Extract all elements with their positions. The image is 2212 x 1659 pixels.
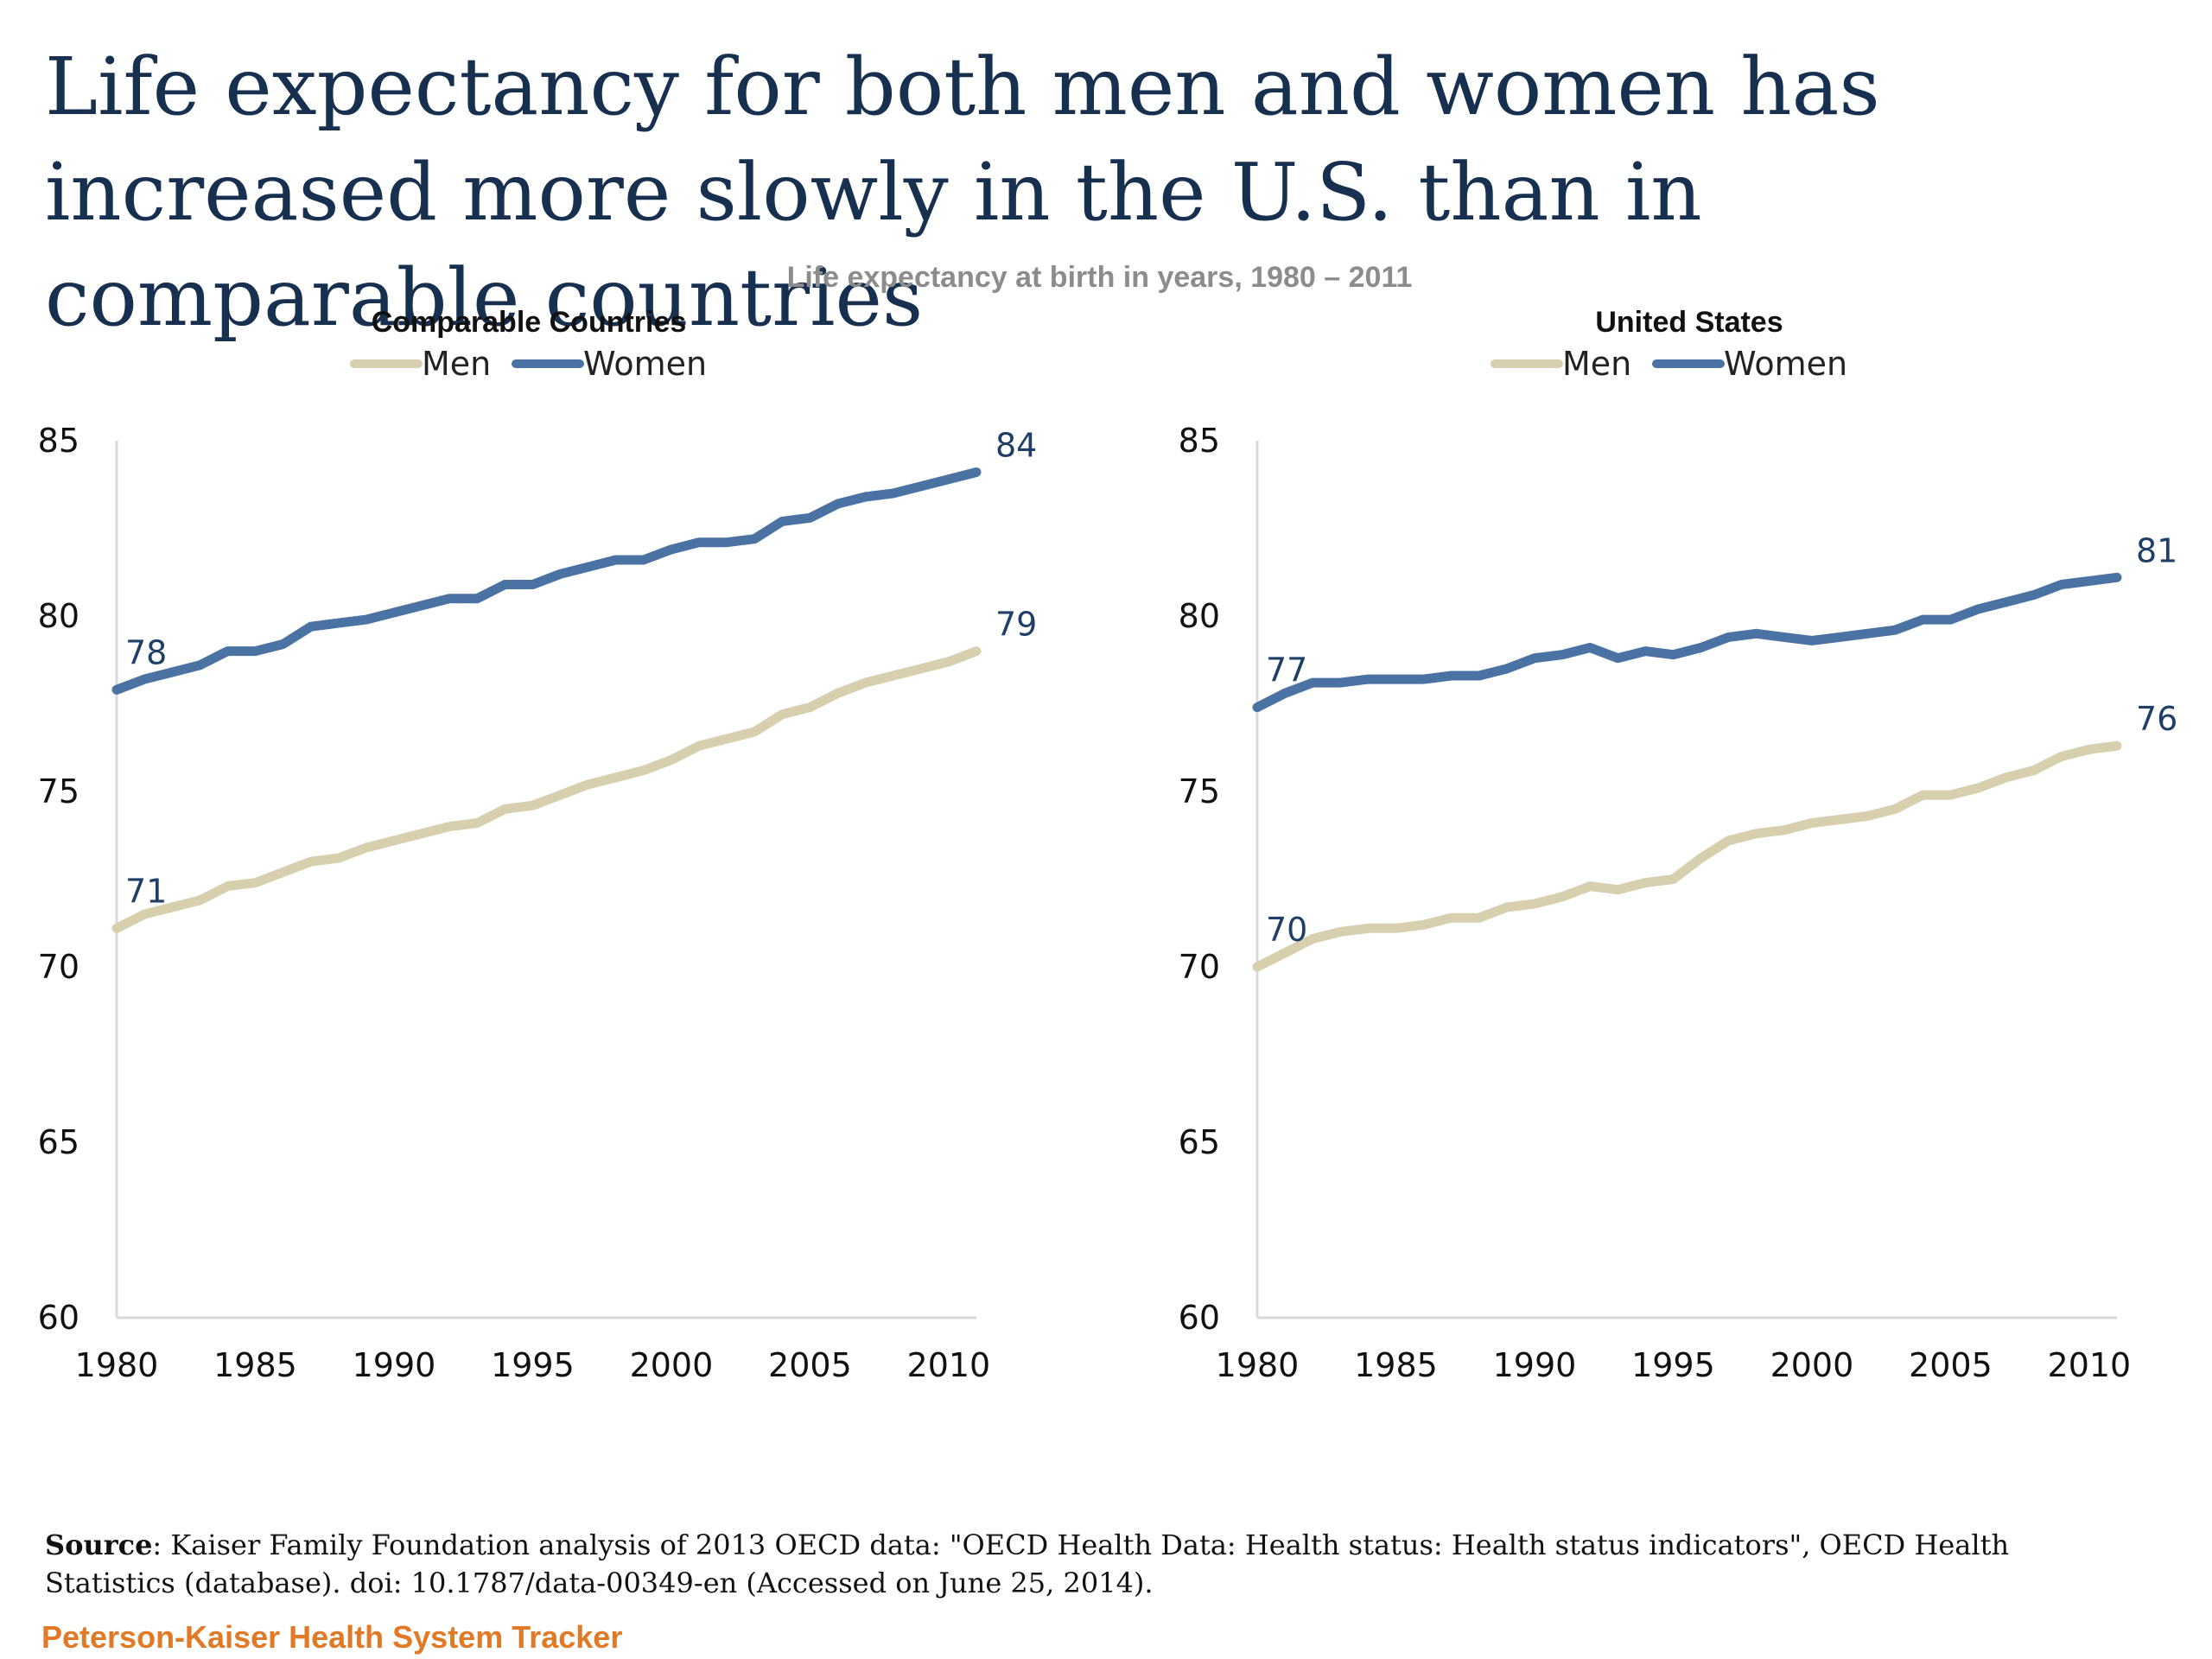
comparable-start-label-women: 78 xyxy=(125,633,167,671)
us-x-tick-label: 1985 xyxy=(1354,1346,1438,1384)
source-note: Source: Kaiser Family Foundation analysi… xyxy=(45,1526,2136,1602)
comparable-end-label-women: 84 xyxy=(995,427,1037,465)
us-y-tick-label: 80 xyxy=(1179,597,1220,635)
comparable-legend-label-men: Men xyxy=(422,345,491,383)
us-y-tick-label: 60 xyxy=(1179,1299,1220,1337)
comparable-series-line-women xyxy=(111,467,982,695)
us-series-line-women xyxy=(1252,572,2122,713)
source-label: Source xyxy=(45,1529,153,1561)
us-x-tick-label: 2000 xyxy=(1770,1346,1854,1384)
us-end-label-women: 81 xyxy=(2136,531,2177,569)
source-text: : Kaiser Family Foundation analysis of 2… xyxy=(45,1529,2010,1599)
us-x-tick-label: 2005 xyxy=(1909,1346,1993,1384)
comparable-y-tick-label: 60 xyxy=(38,1299,79,1337)
us-x-tick-label: 1980 xyxy=(1216,1346,1300,1384)
brand-logo-text: Peterson-Kaiser Health System Tracker xyxy=(41,1619,623,1655)
comparable-x-tick-label: 2005 xyxy=(768,1346,852,1384)
comparable-x-tick-label: 2010 xyxy=(907,1346,991,1384)
us-start-label-men: 70 xyxy=(1266,911,1307,949)
comparable-x-tick-label: 1995 xyxy=(491,1346,575,1384)
comparable-y-tick-label: 70 xyxy=(38,948,79,986)
comparable-end-label-men: 79 xyxy=(995,606,1037,644)
comparable-y-tick-label: 75 xyxy=(38,772,79,810)
comparable-series-line-men xyxy=(111,646,982,933)
us-y-tick-label: 75 xyxy=(1179,772,1220,810)
us-x-tick-label: 1990 xyxy=(1493,1346,1577,1384)
page-title: Life expectancy for both men and women h… xyxy=(45,41,1880,344)
comparable-x-tick-label: 1990 xyxy=(353,1346,436,1384)
comparable-y-tick-label: 65 xyxy=(38,1123,79,1161)
us-end-label-men: 76 xyxy=(2136,700,2177,738)
chart-subtitle: Life expectancy at birth in years, 1980 … xyxy=(786,261,1413,294)
us-series-line-men xyxy=(1252,741,2122,972)
us-y-tick-label: 70 xyxy=(1179,948,1220,986)
us-legend-label-women: Women xyxy=(1724,345,1847,383)
comparable-y-tick-label: 85 xyxy=(38,422,79,460)
comparable-x-tick-label: 2000 xyxy=(630,1346,714,1384)
us-panel-title: United States xyxy=(1595,306,1783,339)
comparable-x-tick-label: 1985 xyxy=(213,1346,297,1384)
us-x-tick-label: 1995 xyxy=(1631,1346,1715,1384)
comparable-panel-title: Comparable Countries xyxy=(372,306,687,339)
comparable-start-label-men: 71 xyxy=(125,872,167,910)
charts-canvas: Comparable Countries Men Women 60 65 70 75 80 85… xyxy=(38,306,2178,1384)
us-x-tick-label: 2010 xyxy=(2048,1346,2132,1384)
us-y-tick-label: 85 xyxy=(1179,422,1220,460)
us-start-label-women: 77 xyxy=(1266,652,1307,690)
us-legend-label-men: Men xyxy=(1562,345,1631,383)
us-y-tick-label: 65 xyxy=(1179,1123,1220,1161)
comparable-legend-label-women: Women xyxy=(583,345,707,383)
comparable-y-tick-label: 80 xyxy=(38,597,79,635)
comparable-x-tick-label: 1980 xyxy=(75,1346,159,1384)
